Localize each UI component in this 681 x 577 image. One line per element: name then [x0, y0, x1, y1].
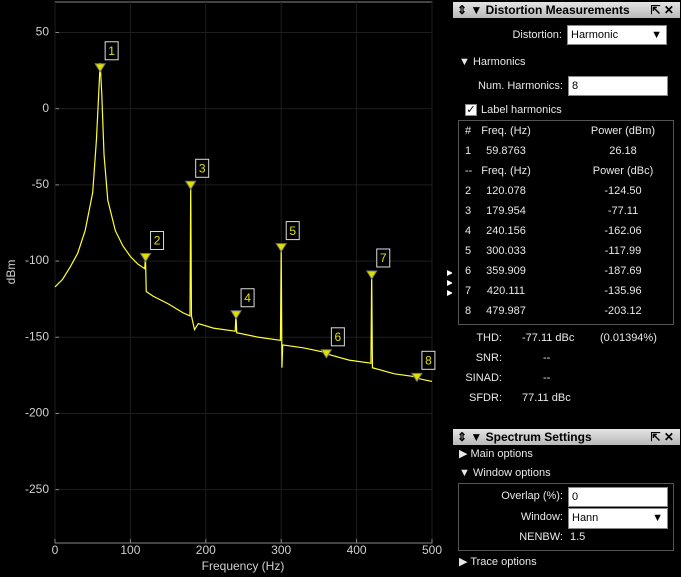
measurement-value: -- [543, 351, 550, 365]
measurement-value: 77.11 dBc [522, 391, 571, 405]
field-label: Overlap (%): [460, 489, 563, 503]
measurement-label: SNR: [455, 351, 502, 365]
checkbox-label: Label harmonics [481, 103, 562, 117]
checkbox[interactable]: ✓ [465, 104, 477, 116]
table-cell: 120.078 [456, 184, 556, 198]
table-cell: Power (dBm) [573, 124, 673, 138]
marker-label: 8 [425, 353, 432, 367]
table-cell: -187.69 [573, 264, 673, 278]
collapse-arrow[interactable] [447, 280, 452, 286]
dropdown-value: Harmonic [571, 29, 618, 41]
y-tick-label: -250 [25, 482, 49, 496]
y-tick-label: -200 [25, 406, 49, 420]
x-tick-label: 100 [120, 543, 140, 557]
measurement-label: SINAD: [455, 371, 502, 385]
section-header[interactable]: ▶ Main options [459, 447, 533, 461]
spectrum-chart: Frequency (Hz) dBm 500-50-100-150-200-25… [0, 0, 452, 577]
x-tick-label: 400 [347, 543, 367, 557]
table-cell: -162.06 [573, 224, 673, 238]
table-cell: -135.96 [573, 284, 673, 298]
dropdown[interactable]: Harmonic▼ [567, 25, 667, 45]
table-cell: 359.909 [456, 264, 556, 278]
dropdown-value: Hann [572, 512, 598, 524]
panel-title: Spectrum Settings [486, 430, 592, 444]
collapse-arrow[interactable] [447, 290, 452, 296]
y-tick-label: 50 [36, 25, 50, 39]
field-label: Num. Harmonics: [460, 79, 563, 93]
field-label: NENBW: [460, 530, 563, 544]
marker-label: 5 [289, 224, 296, 238]
section-header[interactable]: ▼ Window options [459, 466, 551, 480]
table-cell: -203.12 [573, 304, 673, 318]
section-header[interactable]: ▼ Harmonics [459, 55, 526, 69]
measurement-label: THD: [455, 331, 502, 345]
section-title: Harmonics [473, 56, 526, 68]
section-header[interactable]: ▶ Trace options [459, 555, 537, 569]
field-label: Distortion: [460, 28, 562, 42]
x-axis-label: Frequency (Hz) [202, 559, 285, 573]
table-cell: Freq. (Hz) [456, 124, 556, 138]
table-cell: 240.156 [456, 224, 556, 238]
marker-label: 4 [244, 291, 251, 305]
section-title: Window options [473, 467, 551, 479]
x-tick-label: 200 [196, 543, 216, 557]
marker-label: 7 [380, 251, 387, 265]
collapse-arrow[interactable] [447, 270, 452, 276]
marker-label: 6 [335, 330, 342, 344]
text-input[interactable]: 8 [568, 76, 668, 96]
y-axis-label: dBm [4, 260, 18, 285]
field-value: 1.5 [570, 530, 585, 544]
y-tick-label: -150 [25, 329, 49, 343]
table-cell: 26.18 [573, 144, 673, 158]
dropdown[interactable]: Hann▼ [568, 508, 668, 529]
table-cell: -117.99 [573, 244, 673, 258]
measurement-label: SFDR: [455, 391, 502, 405]
table-cell: 420.111 [456, 284, 556, 298]
table-cell: 179.954 [456, 204, 556, 218]
panel-title-bar[interactable]: ⇕ ▼ Distortion Measurements⇱ ✕ [453, 2, 680, 18]
y-tick-label: -50 [32, 177, 50, 191]
table-cell: 479.987 [456, 304, 556, 318]
table-cell: -124.50 [573, 184, 673, 198]
measurement-value: -77.11 dBc [522, 331, 574, 345]
section-title: Trace options [470, 556, 536, 568]
x-tick-label: 300 [271, 543, 291, 557]
field-label: Window: [460, 510, 563, 524]
marker-label: 3 [199, 161, 206, 175]
panel-title: Distortion Measurements [486, 3, 630, 17]
panel-title-bar[interactable]: ⇕ ▼ Spectrum Settings⇱ ✕ [453, 429, 680, 445]
measurement-percent: (0.01394%) [600, 331, 657, 345]
table-cell: 300.033 [456, 244, 556, 258]
x-tick-label: 500 [422, 543, 442, 557]
table-cell: Freq. (Hz) [456, 164, 556, 178]
text-input[interactable]: 0 [568, 487, 668, 507]
marker-label: 2 [154, 234, 161, 248]
table-cell: -77.11 [573, 204, 673, 218]
measurement-value: -- [543, 371, 550, 385]
y-tick-label: -100 [25, 253, 49, 267]
table-cell: Power (dBc) [573, 164, 673, 178]
x-tick-label: 0 [52, 543, 59, 557]
section-title: Main options [471, 448, 533, 460]
table-cell: 59.8763 [456, 144, 556, 158]
y-tick-label: 0 [42, 101, 49, 115]
marker-label: 1 [108, 44, 115, 58]
